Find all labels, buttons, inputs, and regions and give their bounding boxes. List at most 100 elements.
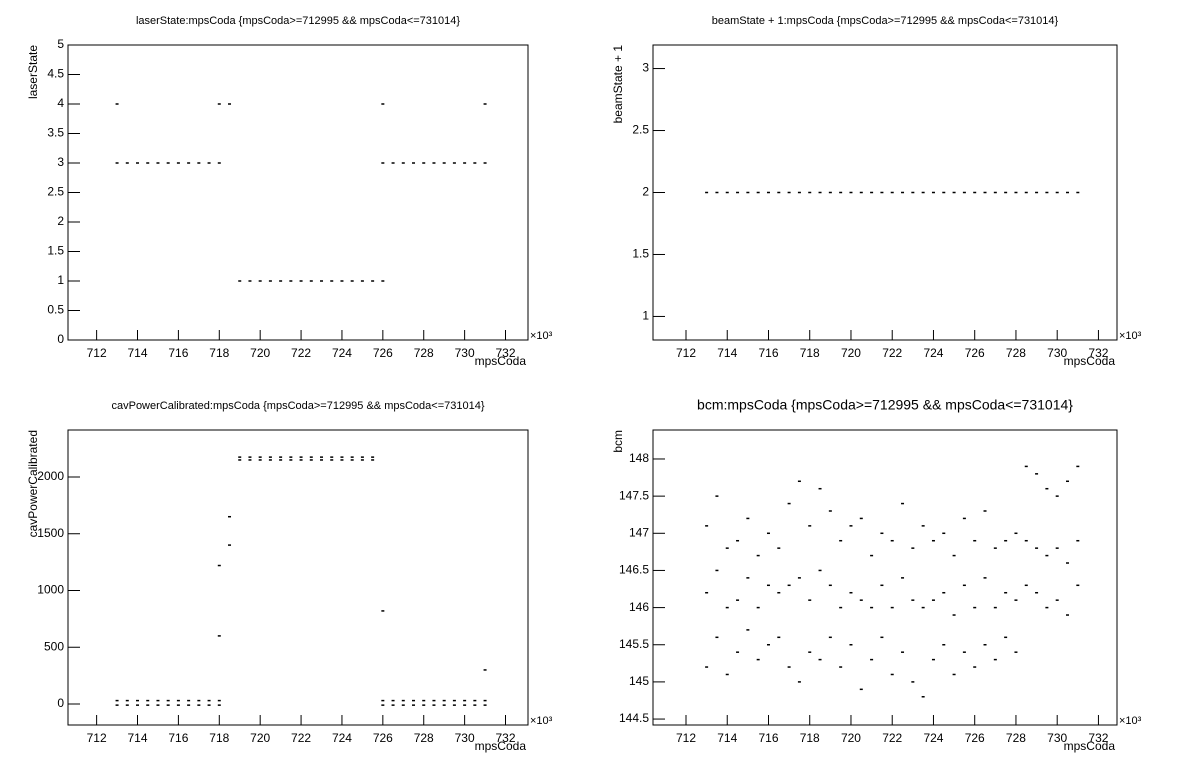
point <box>911 681 915 683</box>
point <box>766 643 770 646</box>
point <box>258 280 262 282</box>
point <box>705 525 709 527</box>
point <box>839 539 843 542</box>
point <box>391 699 395 702</box>
point <box>746 191 750 194</box>
point <box>248 280 252 282</box>
point <box>483 669 487 671</box>
point <box>1004 591 1008 594</box>
x-tick-label: 718 <box>209 346 229 360</box>
y-tick-label: 145 <box>629 674 649 688</box>
point <box>870 191 874 194</box>
point <box>746 517 750 520</box>
point <box>381 103 385 105</box>
point <box>808 525 812 527</box>
x-tick-label: 732 <box>1088 731 1108 745</box>
point <box>705 591 709 594</box>
point <box>870 658 874 661</box>
point <box>473 162 477 164</box>
point <box>115 103 119 105</box>
point <box>725 547 729 549</box>
chart-title: laserState:mpsCoda {mpsCoda>=712995 && m… <box>136 15 460 27</box>
point <box>993 191 997 194</box>
point <box>756 554 760 557</box>
point <box>1076 191 1080 194</box>
point <box>360 459 364 461</box>
point <box>299 456 303 458</box>
x-tick-label: 712 <box>87 346 107 360</box>
x-axis-title: mpsCoda <box>1064 739 1116 753</box>
point <box>371 459 375 461</box>
point <box>1035 547 1039 549</box>
point <box>973 666 977 668</box>
point <box>330 459 334 461</box>
point <box>156 699 160 702</box>
point <box>901 191 905 194</box>
point <box>1066 480 1070 483</box>
point <box>921 191 925 194</box>
x-tick-label: 716 <box>758 346 778 360</box>
point <box>258 456 262 458</box>
chart-panel: cavPowerCalibrated:mpsCoda {mpsCoda>=712… <box>26 400 552 753</box>
point <box>973 191 977 194</box>
point <box>911 599 915 601</box>
point <box>736 539 740 542</box>
x-tick-label: 714 <box>127 346 147 360</box>
point <box>381 280 385 282</box>
point <box>1066 562 1070 564</box>
point <box>197 699 201 702</box>
point <box>849 591 853 594</box>
point <box>125 699 129 702</box>
chart-panel: beamState + 1:mpsCoda {mpsCoda>=712995 &… <box>611 15 1141 368</box>
y-tick-label: 2000 <box>37 469 64 483</box>
point <box>870 554 874 557</box>
point <box>125 162 129 164</box>
point <box>828 584 832 587</box>
point <box>391 704 395 706</box>
point <box>890 673 894 676</box>
y-tick-label: 1500 <box>37 526 64 540</box>
y-tick-label: 500 <box>44 639 64 653</box>
point <box>839 666 843 668</box>
point <box>371 456 375 458</box>
point <box>401 162 405 164</box>
point <box>818 658 822 661</box>
chart-title: cavPowerCalibrated:mpsCoda {mpsCoda>=712… <box>111 400 484 412</box>
point <box>166 162 170 164</box>
point <box>371 280 375 282</box>
point <box>422 162 426 164</box>
point <box>401 704 405 706</box>
x-multiplier: ×10³ <box>530 715 553 727</box>
point <box>330 280 334 282</box>
point <box>849 643 853 646</box>
point <box>1014 191 1018 194</box>
point <box>401 699 405 702</box>
point <box>818 487 822 490</box>
x-tick-label: 726 <box>373 731 393 745</box>
point <box>340 456 344 458</box>
point <box>859 191 863 194</box>
point <box>432 162 436 164</box>
point <box>483 699 487 702</box>
point <box>797 577 801 579</box>
point <box>736 599 740 601</box>
x-tick-label: 726 <box>373 346 393 360</box>
y-tick-label: 1.5 <box>632 247 649 261</box>
y-tick-label: 5 <box>57 37 64 51</box>
point <box>797 480 801 483</box>
x-tick-label: 720 <box>841 346 861 360</box>
point <box>849 191 853 194</box>
y-tick-label: 0.5 <box>47 303 64 317</box>
point <box>442 704 446 706</box>
y-tick-label: 1 <box>57 273 64 287</box>
point <box>797 681 801 683</box>
point <box>136 162 140 164</box>
point <box>381 699 385 702</box>
point <box>422 704 426 706</box>
x-tick-label: 730 <box>1047 731 1067 745</box>
point <box>125 704 129 706</box>
point <box>115 699 119 702</box>
point <box>1004 539 1008 542</box>
point <box>983 191 987 194</box>
point <box>921 606 925 609</box>
